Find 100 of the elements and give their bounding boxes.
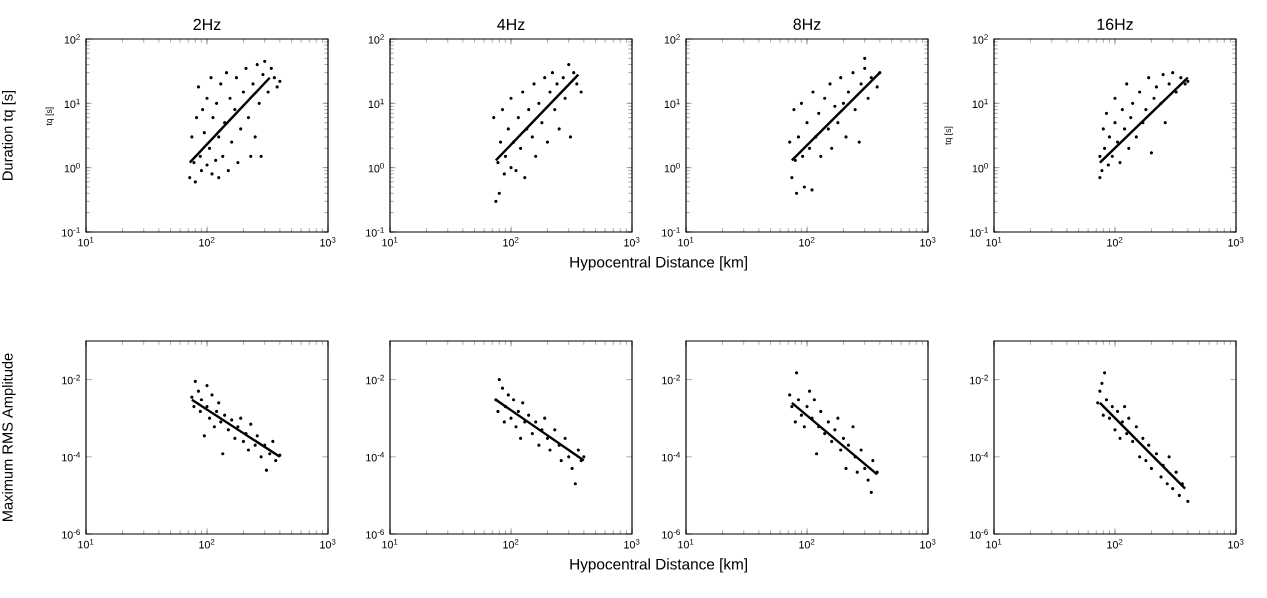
y-tick-label: 10$^{-6}$	[366, 529, 384, 539]
x-tick-label: 10$^{3}$	[1228, 237, 1244, 247]
point	[859, 82, 863, 86]
point	[828, 82, 832, 86]
point	[794, 371, 799, 375]
x-tick-label: 10$^{2}$	[503, 237, 519, 247]
y-tick-label: 10$^{-4}$	[662, 452, 681, 462]
point	[855, 470, 859, 474]
point	[553, 107, 557, 112]
y-axis-title: Maximum RMS Amplitude	[1, 353, 16, 522]
point	[846, 90, 851, 94]
point	[514, 425, 518, 429]
point	[823, 96, 827, 100]
chart-title: 2Hz	[193, 18, 221, 30]
x-tick-label: 10$^{2}$	[799, 539, 815, 549]
x-tick-label: 10$^{2}$	[799, 237, 815, 247]
point	[518, 146, 523, 150]
point	[833, 428, 837, 432]
x-tick-label: 10$^{2}$	[1107, 539, 1123, 549]
y-tick-label: 10$^{-2}$	[62, 374, 80, 385]
x-tick-label: 10$^{3}$	[624, 539, 640, 549]
point	[805, 121, 809, 125]
point	[799, 413, 804, 417]
y-tick-label: 10$^{-2}$	[970, 374, 988, 385]
point	[563, 96, 567, 100]
point	[540, 121, 544, 125]
point	[807, 146, 812, 150]
point	[1165, 482, 1169, 486]
point	[1118, 436, 1122, 440]
point	[1159, 475, 1163, 479]
point	[516, 116, 520, 120]
point	[514, 169, 518, 173]
point	[846, 443, 851, 447]
point	[863, 466, 867, 471]
chart-title: 8Hz	[793, 18, 821, 30]
point	[841, 101, 846, 105]
point	[823, 431, 827, 436]
text: tq [s]	[45, 107, 54, 126]
x-tick-label: 10$^{3}$	[320, 237, 336, 247]
point	[1107, 416, 1112, 420]
point	[851, 71, 855, 75]
y-tick-label: 10$^{-1}$	[662, 227, 680, 237]
point	[516, 409, 520, 413]
point	[503, 154, 508, 158]
y-tick-label: 10$^{0}$	[664, 162, 680, 173]
x-tick-label: 10$^{1}$	[382, 539, 398, 549]
x-tick-label: 10$^{3}$	[624, 237, 640, 247]
point	[582, 455, 586, 459]
x-tick-label: 10$^{2}$	[199, 539, 215, 549]
x-tick-label: 10$^{1}$	[78, 539, 94, 549]
y-tick-label: 10$^{-4}$	[366, 452, 385, 462]
point	[830, 146, 834, 150]
y-tick-label: 10$^{1}$	[664, 98, 680, 109]
point	[1113, 428, 1117, 432]
point	[1144, 458, 1148, 463]
x-axis-title: Hypocentral Distance [km]	[570, 558, 747, 573]
point	[839, 76, 843, 80]
y-tick-label: 10$^{-6}$	[662, 529, 680, 539]
y-tick-label: 10$^{-2}$	[366, 374, 384, 385]
point	[826, 420, 830, 424]
point	[511, 398, 516, 402]
y-tick-label: 10$^{1}$	[64, 98, 80, 109]
y-tick-label: 10$^{2}$	[64, 34, 80, 44]
point	[1167, 455, 1171, 459]
point	[819, 154, 823, 158]
point	[869, 490, 873, 494]
point	[836, 121, 840, 125]
point	[839, 448, 843, 452]
point	[812, 398, 816, 402]
y-axis-title: tq [s]	[944, 126, 953, 145]
point	[527, 107, 531, 112]
y-tick-label: 10$^{-4}$	[970, 452, 989, 462]
point	[509, 416, 513, 420]
point	[802, 425, 806, 429]
y-tick-label: 10$^{-4}$	[62, 452, 81, 462]
point	[817, 111, 821, 115]
point	[853, 107, 857, 112]
point	[1120, 420, 1124, 424]
point	[570, 466, 574, 471]
point	[563, 436, 567, 440]
point	[851, 425, 855, 429]
point	[1171, 486, 1175, 491]
y-axis-title: Duration tq [s]	[1, 90, 16, 180]
y-tick-label: 10$^{2}$	[972, 34, 988, 44]
point	[871, 458, 875, 463]
y-tick-label: 10$^{0}$	[64, 162, 80, 173]
point	[534, 420, 538, 424]
y-tick-label: 10$^{1}$	[368, 98, 384, 109]
point	[530, 135, 534, 139]
point	[518, 436, 523, 440]
point	[830, 439, 834, 444]
point	[1115, 409, 1120, 413]
point	[534, 154, 538, 158]
point	[543, 76, 547, 80]
x-tick-label: 10$^{1}$	[678, 539, 694, 549]
y-tick-label: 10$^{-6}$	[62, 529, 80, 539]
x-tick-label: 10$^{1}$	[986, 237, 1002, 247]
point	[576, 448, 580, 452]
point	[844, 135, 848, 139]
x-tick-label: 10$^{3}$	[920, 539, 936, 549]
